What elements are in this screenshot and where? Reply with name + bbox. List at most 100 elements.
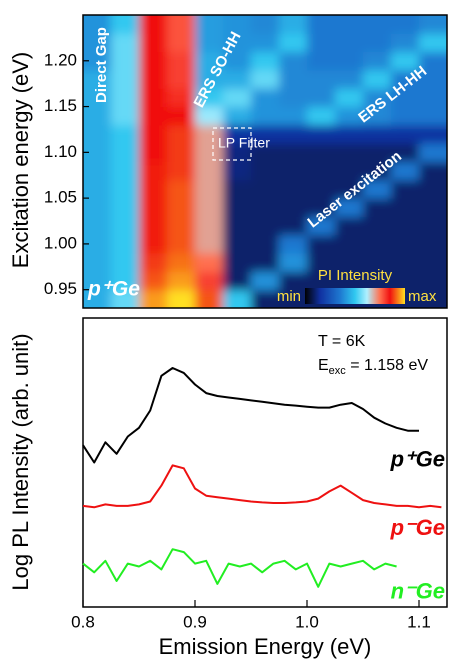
heatmap-cell — [419, 289, 447, 308]
heatmap-cell — [363, 271, 392, 291]
y-tick-label: 1.05 — [44, 188, 77, 207]
heatmap-cell — [111, 51, 140, 71]
y-axis-title: Log PL Intensity (arb. unit) — [8, 333, 33, 590]
heatmap-cell — [279, 161, 308, 181]
heatmap-cell — [167, 216, 196, 236]
heatmap-cell — [335, 15, 364, 34]
heatmap-cell — [391, 88, 420, 108]
heatmap-cell — [391, 179, 420, 199]
heatmap-cell — [363, 124, 392, 144]
heatmap-cell — [391, 234, 420, 254]
heatmap-cell — [195, 198, 224, 217]
heatmap-cell — [83, 179, 112, 199]
heatmap-cell — [195, 161, 224, 181]
heatmap-cell — [167, 88, 196, 108]
series-label: p⁻Ge — [390, 515, 445, 540]
heatmap-cell — [335, 179, 364, 199]
heatmap-cell — [139, 124, 168, 144]
heatmap-cell — [111, 271, 140, 291]
heatmap-cell — [279, 69, 308, 89]
heatmap-cell — [419, 51, 447, 71]
heatmap-cell — [83, 33, 112, 53]
heatmap-cell — [83, 161, 112, 181]
heatmap-cell — [139, 271, 168, 291]
series-label: n⁻Ge — [391, 578, 445, 603]
heatmap-cell — [419, 69, 447, 89]
heatmap-cell — [111, 179, 140, 199]
heatmap-cell — [223, 216, 252, 236]
heatmap-cell — [83, 124, 112, 144]
heatmap-cell — [223, 289, 252, 308]
heatmap-cell — [139, 253, 168, 272]
heatmap-cell — [83, 253, 112, 272]
heatmap-cell — [223, 33, 252, 53]
heatmap-cell — [419, 15, 447, 34]
heatmap-cell — [335, 234, 364, 254]
heatmap-cell — [223, 198, 252, 217]
heatmap-cell — [279, 51, 308, 71]
x-tick-label: 1.1 — [407, 612, 431, 631]
heatmap-cell — [167, 15, 196, 34]
heatmap-cell — [83, 271, 112, 291]
series-line — [82, 548, 397, 588]
plot-frame — [82, 14, 448, 309]
heatmap-cell — [363, 234, 392, 254]
heatmap-cell — [419, 253, 447, 272]
heatmap-cell — [251, 106, 280, 126]
y-tick-label: 1.20 — [44, 50, 77, 69]
y-tick-label: 0.95 — [44, 279, 77, 298]
heatmap-cell — [251, 124, 280, 144]
heatmap-cell — [111, 124, 140, 144]
heatmap-cell — [391, 216, 420, 236]
heatmap-cell — [419, 161, 447, 181]
heatmap-cell — [307, 234, 336, 254]
heatmap-cell — [363, 51, 392, 71]
heatmap-cell — [139, 106, 168, 126]
heatmap-cell — [223, 15, 252, 34]
heatmap-cell — [111, 198, 140, 217]
heatmap-cell — [83, 106, 112, 126]
annotation: Direct Gap — [93, 27, 110, 103]
heatmap-cell — [307, 69, 336, 89]
heatmap-cell — [251, 253, 280, 272]
y-tick-label: 1.00 — [44, 233, 77, 252]
heatmap-cell — [391, 106, 420, 126]
heatmap-cell — [391, 33, 420, 53]
heatmap-cell — [111, 33, 140, 53]
heatmap-cell — [111, 88, 140, 108]
heatmap-cell — [167, 253, 196, 272]
heatmap-cell — [167, 289, 196, 308]
colorbar-min: min — [277, 288, 301, 305]
excitation-label-part: E — [318, 357, 329, 374]
heatmap-cell — [335, 33, 364, 53]
heatmap-cell — [251, 198, 280, 217]
heatmap-cell — [335, 88, 364, 108]
heatmap-cell — [195, 234, 224, 254]
heatmap-cell — [223, 253, 252, 272]
heatmap-cell — [251, 33, 280, 53]
heatmap-cell — [251, 216, 280, 236]
heatmap-cell — [83, 216, 112, 236]
heatmap-cell — [111, 69, 140, 89]
y-tick-label: 1.10 — [44, 142, 77, 161]
heatmap-cell — [419, 216, 447, 236]
heatmap-cell — [363, 15, 392, 34]
heatmap-cell — [335, 143, 364, 162]
heatmap-cell — [335, 106, 364, 126]
heatmap-cell — [251, 51, 280, 71]
heatmap-cell — [419, 33, 447, 53]
heatmap-cell — [139, 198, 168, 217]
heatmap-cell — [83, 69, 112, 89]
heatmap-cell — [391, 69, 420, 89]
heatmap-cells — [83, 15, 447, 308]
colorbar — [305, 288, 405, 304]
heatmap-cell — [83, 198, 112, 217]
excitation-label-part: exc — [329, 365, 347, 377]
heatmap-cell — [167, 271, 196, 291]
x-tick-label: 1.0 — [295, 612, 319, 631]
heatmap-cell — [279, 198, 308, 217]
heatmap-cell — [391, 198, 420, 217]
heatmap-cell — [167, 106, 196, 126]
heatmap-cell — [167, 33, 196, 53]
heatmap-cell — [167, 179, 196, 199]
